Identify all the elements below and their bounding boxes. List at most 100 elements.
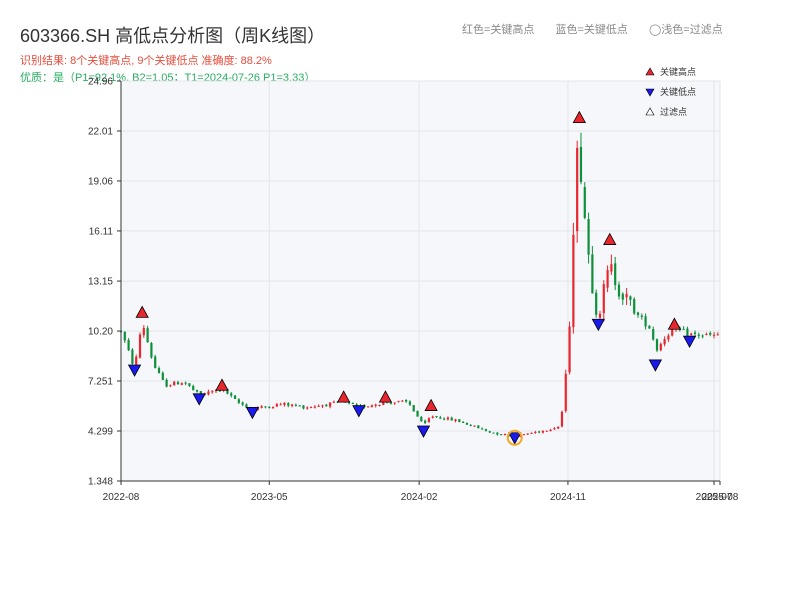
candle-body [180,383,183,385]
candle-body [633,299,636,314]
candle [553,426,556,430]
candle-body [446,417,450,420]
candle-body [313,406,316,408]
candle-body [716,334,719,336]
key-high-marker [336,390,351,403]
candle [473,425,476,427]
candle [405,399,408,403]
candle-body [397,401,400,403]
y-tick-label: 7.251 [88,377,113,388]
candle-body [412,404,415,412]
candle [469,423,472,427]
candle [500,434,503,436]
candle [671,329,674,337]
candle-body [610,264,613,272]
candle-body [587,219,590,255]
key-low-marker [192,393,206,406]
candle-body [659,343,662,351]
candle [412,404,415,412]
candle-body [408,401,412,405]
candle-body [522,434,526,436]
candle-body [682,328,685,330]
candle [640,313,643,320]
candle [176,380,180,385]
candle-body [484,429,488,431]
candle-body [173,381,176,386]
key-high-marker [667,317,682,330]
y-tick-label: 10.20 [88,327,113,338]
candle [397,400,400,403]
candle-body [690,333,693,336]
candle-body [389,402,393,404]
candle [184,381,187,386]
candle [541,430,545,434]
candle [264,406,267,409]
candle-body [287,403,290,406]
candle-body [184,382,187,384]
candle-body [553,428,556,430]
key-low-marker [508,432,522,445]
candle [484,428,488,432]
candle-body [146,328,149,343]
candle [298,405,301,407]
candle-body [123,331,126,341]
candle [370,404,373,408]
candle [127,338,130,352]
key-high-marker [424,398,438,411]
candle [294,403,297,407]
candle-body [701,335,704,337]
key-low-marker [648,359,663,372]
candle-body [663,339,666,345]
candle [629,295,632,306]
key-high-marker [215,378,229,391]
candle-body [667,335,670,340]
key-high-marker [378,390,393,403]
legend-low-icon [645,88,655,97]
candle [271,406,275,409]
candle [709,331,712,337]
key-high-marker [603,232,617,245]
candle [705,332,708,336]
candle [142,325,145,338]
candle-body [534,431,537,433]
candle-body [351,402,354,404]
candle [328,402,332,409]
candle-body [226,388,229,394]
candle-body [309,407,313,409]
candle [557,426,560,430]
candle [420,415,423,422]
candle-body [481,428,484,430]
candle [636,311,640,318]
key-high-marker [135,305,149,318]
candle-body [366,406,370,408]
candle [465,422,469,425]
candle-body [157,368,161,373]
x-tick-label: 2024-02 [401,492,438,503]
candle [579,132,583,185]
x-tick-label: 2025-07 [696,492,733,503]
candle [572,222,575,334]
candle [648,325,651,329]
candle-body [245,404,248,408]
candle [690,332,693,336]
candle-body [325,404,328,407]
y-tick-label: 19.06 [88,176,113,187]
candle [716,332,719,336]
candle [697,332,700,339]
candle-body [530,432,533,434]
candle-body [138,334,142,358]
candle-body [290,404,294,406]
candle-body [176,382,180,385]
candle-body [154,356,157,368]
candle [233,394,237,399]
candle [534,430,537,434]
candle-body [424,420,427,423]
candle-body [127,340,130,351]
candle [378,404,381,407]
candle-body [230,393,233,396]
candle [165,378,168,388]
candle-body [583,187,586,218]
candle-body [614,263,617,286]
candle-body [439,417,442,419]
